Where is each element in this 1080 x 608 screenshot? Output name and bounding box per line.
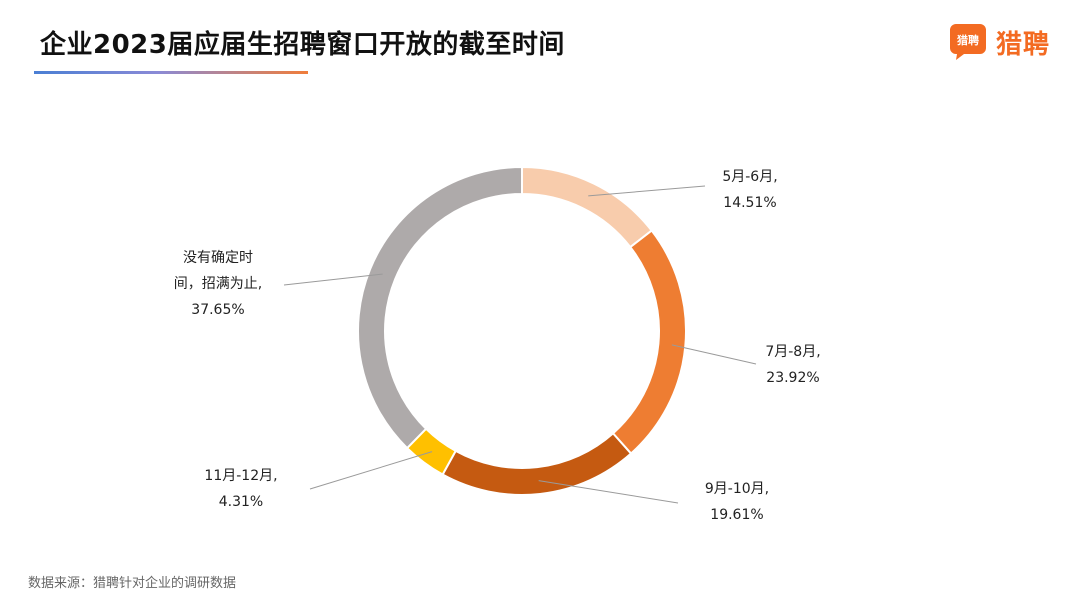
data-label-1: 5月-6月, 14.51% [722,169,777,211]
chart-title: 企业2023届应届生招聘窗口开放的截至时间 [40,30,565,60]
donut-slice-5 [357,165,523,450]
data-label-5: 没有确定时间，招满为止, 37.65% [174,250,262,318]
leader-line-2 [671,344,757,365]
data-label-3: 9月-10月, 19.61% [705,481,769,523]
donut-slice-1 [521,165,654,249]
data-label-3-line-1: 9月-10月, [705,481,769,497]
leader-line-5 [283,273,383,286]
data-label-2: 7月-8月, 23.92% [765,344,820,386]
liepin-logo-icon: 猎聘 [948,22,988,62]
donut-slice-3 [441,431,633,496]
leader-line-4 [309,451,433,490]
data-label-5-line-1: 没有确定时 [183,250,253,266]
data-label-1-line-1: 5月-6月, [722,169,777,185]
leader-line-3 [538,480,679,504]
data-label-4: 11月-12月, 4.31% [204,468,277,510]
title-underline [34,71,308,74]
data-label-4-line-1: 11月-12月, [204,468,277,484]
data-label-1-line-2: 14.51% [723,195,776,211]
data-source-note: 数据来源：猎聘针对企业的调研数据 [28,576,237,591]
data-label-2-line-1: 7月-8月, [765,344,820,360]
logo-text: 猎聘 [996,29,1051,60]
donut-slice-2 [611,229,687,455]
data-label-5-line-3: 37.65% [191,302,244,318]
data-label-4-line-2: 4.31% [219,494,263,510]
liepin-logo: 猎聘 猎聘 [948,22,1050,62]
leader-line-1 [588,185,706,197]
logo-icon-text: 猎聘 [957,33,979,47]
data-label-3-line-2: 19.61% [710,507,763,523]
data-label-2-line-2: 23.92% [766,370,819,386]
data-label-5-line-2: 间，招满为止, [174,276,262,292]
